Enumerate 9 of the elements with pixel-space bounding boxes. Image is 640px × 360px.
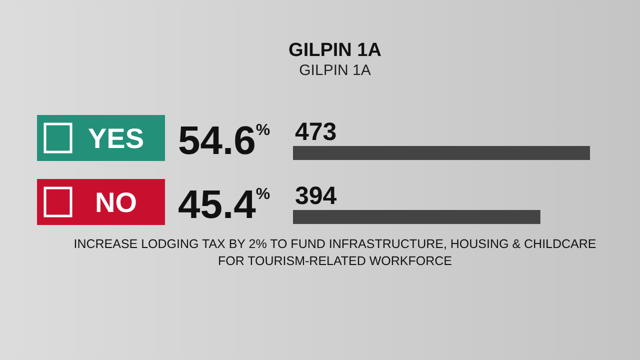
- chart-title: GILPIN 1A: [288, 40, 382, 61]
- data-label: 473: [295, 118, 337, 146]
- text: INCREASE LODGING TAX BY 2% TO FUND INFRASTRUCTURE, HOUSING & CHILDCARE FOR TOURISM-RELATED WORKFORCE: [74, 237, 596, 268]
- text: 45.4$^{%}$: [178, 183, 270, 227]
- data-label: 394: [295, 182, 337, 210]
- y-tick-label: NO: [95, 187, 137, 218]
- text: 54.6$^{%}$: [178, 119, 270, 163]
- chart-subtitle: GILPIN 1A: [299, 62, 371, 79]
- y-tick-label: YES: [88, 123, 144, 154]
